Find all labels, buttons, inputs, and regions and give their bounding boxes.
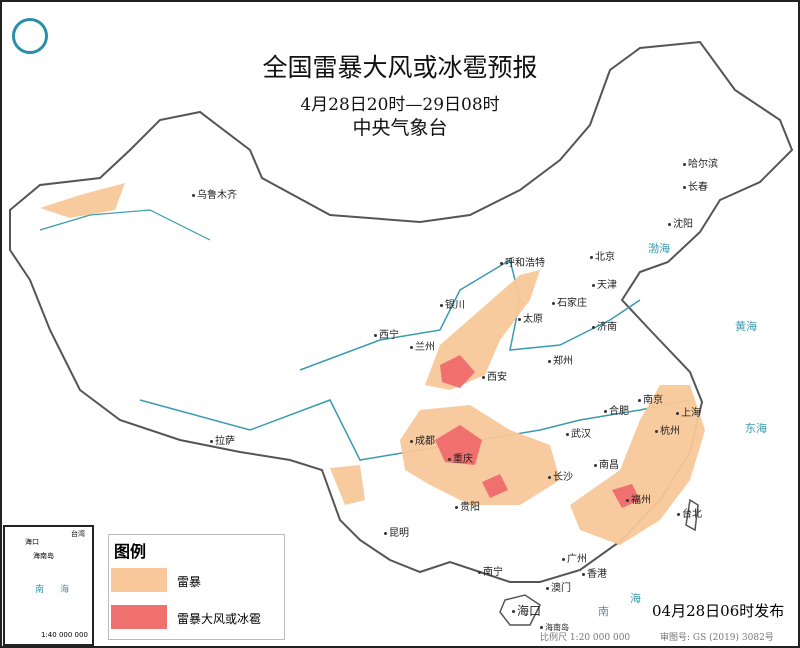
city-label: 银川 <box>440 296 465 311</box>
tarim-river <box>39 209 211 241</box>
city-label: 呼和浩特 <box>500 254 545 269</box>
inset-label: 海南岛 <box>33 552 54 560</box>
city-label: 杭州 <box>655 422 680 437</box>
map-scale: 比例尺 1:20 000 000 <box>540 633 631 643</box>
inset-label: 海口 <box>25 538 39 546</box>
legend-swatch-thunderstorm <box>111 568 167 592</box>
inset-label: 台湾 <box>71 530 85 538</box>
city-label: 香港 <box>582 565 607 580</box>
forecast-period: 4月28日20时—29日08时 <box>300 95 500 115</box>
legend-title: 图例 <box>114 542 147 561</box>
city-label: 兰州 <box>410 338 435 353</box>
city-label: 合肥 <box>604 402 629 417</box>
city-label: 成都 <box>410 432 435 447</box>
city-label: 沈阳 <box>668 215 693 230</box>
city-label: 广州 <box>562 550 587 565</box>
legend: 图例 雷暴 雷暴大风或冰雹 <box>108 534 285 640</box>
city-label: 贵阳 <box>455 498 480 513</box>
legend-label: 雷暴 <box>177 575 202 589</box>
legend-label: 雷暴大风或冰雹 <box>177 612 262 626</box>
sea-label: 黄海 <box>735 320 757 333</box>
inset-label: 南 <box>35 585 45 595</box>
city-label: 重庆 <box>448 450 473 465</box>
city-label: 拉萨 <box>210 432 235 447</box>
city-label: 昆明 <box>384 524 409 539</box>
city-label: 南京 <box>638 391 663 406</box>
review-number: 审图号: GS (2019) 3082号 <box>660 633 774 643</box>
city-label: 长沙 <box>548 468 573 483</box>
city-label: 北京 <box>590 248 615 263</box>
city-label: 台北 <box>677 505 702 520</box>
south-china-sea-inset: 海口 海南岛 台湾 南 海 1:40 000 000 <box>3 525 94 646</box>
sea-label: 南 <box>598 605 609 618</box>
cma-logo <box>12 18 48 54</box>
sea-label: 东海 <box>745 422 767 435</box>
city-label: 海口 <box>512 602 541 619</box>
issuer: 中央气象台 <box>352 117 448 139</box>
inset-label: 海 <box>60 585 70 595</box>
city-label: 乌鲁木齐 <box>192 186 237 201</box>
city-label: 上海 <box>676 404 701 419</box>
city-label: 石家庄 <box>552 294 587 309</box>
city-label: 南昌 <box>594 456 619 471</box>
sea-label: 海 <box>630 592 641 605</box>
city-label: 西宁 <box>374 326 399 341</box>
issue-time: 04月28日06时发布 <box>652 602 785 620</box>
inset-scale: 1:40 000 000 <box>41 631 88 639</box>
city-label: 天津 <box>592 276 617 291</box>
sea-label: 渤海 <box>648 242 670 255</box>
island-label: 海南岛 <box>540 622 569 633</box>
china-outline <box>9 40 794 583</box>
city-label: 武汉 <box>566 425 591 440</box>
city-label: 太原 <box>518 310 543 325</box>
city-label: 郑州 <box>548 352 573 367</box>
city-label: 福州 <box>626 491 651 506</box>
city-label: 济南 <box>592 318 617 333</box>
city-label: 长春 <box>683 178 708 193</box>
city-label: 南宁 <box>478 563 503 578</box>
city-label: 澳门 <box>546 579 571 594</box>
city-label: 西安 <box>482 368 507 383</box>
legend-swatch-severe <box>111 605 167 629</box>
map-title: 全国雷暴大风或冰雹预报 <box>262 53 538 82</box>
city-label: 哈尔滨 <box>683 155 718 170</box>
